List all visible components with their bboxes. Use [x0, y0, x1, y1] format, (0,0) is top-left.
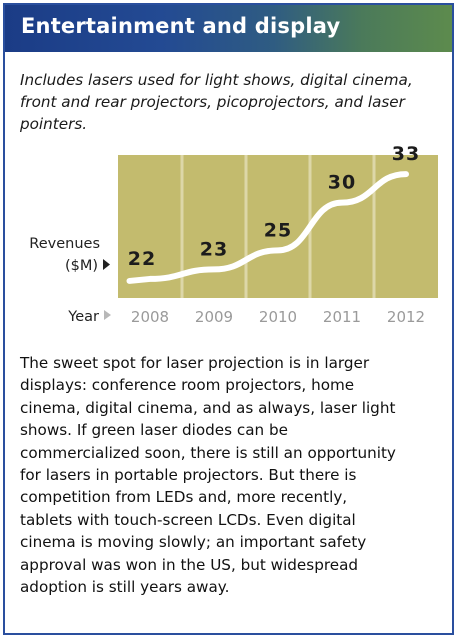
x-tick-label: 2012 — [387, 308, 425, 326]
y-axis-label-arrow-icon — [103, 259, 110, 270]
body-line: competition from LEDs and, more recently… — [20, 488, 348, 507]
series-line-revenues — [126, 171, 409, 284]
body-line: for lasers in portable projectors. But t… — [20, 466, 357, 485]
body-line: commercialized soon, there is still an o… — [20, 443, 396, 462]
intro-line: Includes lasers used for light shows, di… — [20, 71, 413, 89]
intro-line: pointers. — [20, 115, 88, 133]
article-card: Entertainment and display Includes laser… — [3, 3, 454, 635]
x-tick-label: 2008 — [131, 308, 169, 326]
revenue-chart-svg: 22 23 25 30 33 2008 2009 2010 2011 2012 Revenues… — [29, 143, 438, 326]
body-line: adoption is still years away. — [20, 578, 230, 597]
data-labels: 22 23 25 30 33 — [128, 143, 420, 270]
body-text: The sweet spot for laser projection is i… — [20, 352, 450, 598]
data-label: 23 — [200, 238, 228, 260]
data-label: 25 — [264, 219, 292, 241]
y-axis-label-line: ($M) — [65, 258, 98, 274]
x-axis-label-arrow-icon — [104, 310, 111, 320]
x-tick-labels: 2008 2009 2010 2011 2012 — [131, 308, 425, 326]
body-line: approval was won in the US, but widespre… — [20, 555, 359, 574]
data-label: 30 — [328, 172, 356, 194]
banner-title: Entertainment and display — [21, 14, 341, 38]
x-tick-label: 2010 — [259, 308, 297, 326]
intro-line: front and rear projectors, picoprojector… — [20, 93, 405, 111]
body-line: tablets with touch-screen LCDs. Even dig… — [20, 510, 356, 529]
y-axis-label-line: Revenues — [29, 236, 100, 252]
body-line: cinema, digital cinema, and as always, l… — [20, 398, 396, 417]
x-axis-label: Year — [67, 309, 99, 325]
body-line: displays: conference room projectors, ho… — [20, 376, 355, 395]
data-label: 33 — [392, 143, 420, 165]
intro-text: Includes lasers used for light shows, di… — [20, 69, 445, 135]
body-line: The sweet spot for laser projection is i… — [20, 354, 370, 372]
revenue-chart: 22 23 25 30 33 2008 2009 2010 2011 2012 Revenues… — [5, 5, 452, 339]
body-line: cinema is moving slowly; an important sa… — [20, 533, 367, 552]
body-line: shows. If green laser diodes can be — [20, 421, 288, 440]
x-tick-label: 2009 — [195, 308, 233, 326]
x-tick-label: 2011 — [323, 308, 361, 326]
data-label: 22 — [128, 248, 156, 270]
title-banner: Entertainment and display — [5, 5, 452, 52]
